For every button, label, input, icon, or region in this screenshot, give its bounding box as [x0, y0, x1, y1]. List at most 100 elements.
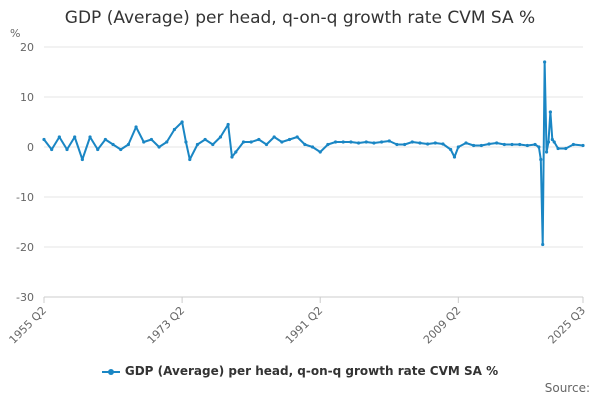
gridlines	[44, 46, 583, 298]
data-point[interactable]	[452, 155, 457, 159]
data-point[interactable]	[539, 157, 543, 162]
series-layer	[42, 60, 585, 247]
data-point[interactable]	[564, 146, 568, 151]
data-point[interactable]	[126, 142, 130, 147]
data-point[interactable]	[96, 147, 100, 152]
data-point[interactable]	[546, 140, 551, 144]
data-point[interactable]	[502, 142, 506, 147]
data-point[interactable]	[552, 140, 556, 144]
y-axis-unit-label: %	[10, 27, 20, 40]
legend[interactable]: GDP (Average) per head, q-on-q growth ra…	[0, 364, 600, 378]
data-point[interactable]	[249, 140, 253, 144]
data-point[interactable]	[280, 140, 284, 144]
x-tick-label: 1955 Q2	[7, 304, 50, 347]
data-point[interactable]	[287, 137, 292, 142]
data-point[interactable]	[556, 146, 560, 151]
y-tick-label: -30	[16, 291, 34, 304]
data-point[interactable]	[544, 150, 549, 154]
data-point[interactable]	[550, 137, 554, 142]
data-point[interactable]	[441, 142, 445, 146]
x-tick-label: 1991 Q2	[283, 304, 326, 347]
data-point[interactable]	[203, 137, 207, 142]
data-point[interactable]	[211, 142, 215, 147]
data-point[interactable]	[65, 147, 69, 152]
data-point[interactable]	[487, 142, 491, 146]
data-point[interactable]	[418, 141, 422, 145]
data-point[interactable]	[349, 140, 353, 144]
x-tick-label: 1973 Q2	[145, 304, 188, 347]
data-point[interactable]	[472, 143, 476, 148]
data-point[interactable]	[356, 141, 361, 145]
data-point[interactable]	[257, 137, 261, 142]
data-point[interactable]	[341, 140, 345, 144]
data-point[interactable]	[364, 140, 368, 144]
data-point[interactable]	[184, 140, 188, 144]
y-axis-ticks: 20 10 0 -10 -20 -30	[16, 41, 34, 304]
data-point[interactable]	[134, 125, 138, 129]
data-point[interactable]	[272, 135, 276, 139]
data-point[interactable]	[264, 142, 269, 147]
data-point[interactable]	[548, 110, 552, 114]
data-point[interactable]	[403, 142, 407, 147]
data-point[interactable]	[73, 135, 77, 139]
data-point[interactable]	[57, 135, 61, 139]
data-point[interactable]	[180, 120, 184, 124]
data-point[interactable]	[111, 142, 115, 147]
data-point[interactable]	[510, 142, 514, 147]
data-point[interactable]	[50, 147, 54, 152]
data-point[interactable]	[149, 137, 154, 142]
data-point[interactable]	[395, 142, 399, 147]
data-point[interactable]	[188, 157, 192, 162]
data-point[interactable]	[433, 141, 437, 145]
data-point[interactable]	[318, 150, 322, 154]
data-point[interactable]	[387, 139, 391, 143]
chart-title: GDP (Average) per head, q-on-q growth ra…	[64, 8, 536, 28]
data-point[interactable]	[449, 147, 453, 152]
data-point[interactable]	[103, 137, 107, 142]
legend-marker-icon	[101, 368, 120, 375]
y-tick-label: 0	[27, 141, 34, 154]
data-point[interactable]	[333, 140, 338, 144]
source-credit: Source:	[544, 381, 590, 395]
data-point[interactable]	[165, 140, 169, 144]
data-point[interactable]	[142, 140, 146, 144]
data-point[interactable]	[533, 142, 537, 147]
data-point[interactable]	[479, 143, 483, 148]
data-point[interactable]	[42, 137, 46, 142]
data-point[interactable]	[456, 145, 460, 149]
data-point[interactable]	[88, 135, 92, 139]
data-point[interactable]	[571, 142, 576, 147]
data-point[interactable]	[234, 150, 238, 154]
data-point[interactable]	[495, 141, 499, 145]
data-point[interactable]	[172, 127, 177, 132]
data-point[interactable]	[226, 122, 230, 127]
x-axis-ticks: 1955 Q2 1973 Q2 1991 Q2 2009 Q2 2025 Q3	[7, 296, 589, 347]
data-point[interactable]	[195, 142, 200, 147]
data-point[interactable]	[310, 145, 315, 149]
data-point[interactable]	[326, 142, 330, 147]
data-point[interactable]	[541, 242, 545, 247]
data-point[interactable]	[372, 141, 376, 145]
data-point[interactable]	[230, 155, 234, 159]
data-point[interactable]	[426, 142, 430, 146]
x-tick-label: 2009 Q2	[421, 304, 464, 347]
data-point[interactable]	[295, 135, 299, 139]
data-point[interactable]	[157, 145, 161, 149]
data-point[interactable]	[303, 142, 307, 147]
data-point[interactable]	[241, 140, 246, 144]
y-tick-label: -10	[16, 191, 34, 204]
data-point[interactable]	[379, 140, 384, 144]
y-tick-label: 20	[20, 41, 34, 54]
data-point[interactable]	[518, 142, 522, 147]
data-point[interactable]	[80, 157, 84, 162]
data-point[interactable]	[543, 60, 547, 64]
series-line	[43, 61, 584, 246]
data-point[interactable]	[525, 143, 529, 148]
data-point[interactable]	[119, 147, 123, 152]
data-point[interactable]	[218, 135, 223, 139]
data-point[interactable]	[581, 143, 585, 148]
data-point[interactable]	[410, 140, 414, 144]
x-tick-label: 2025 Q3	[546, 304, 589, 347]
data-point[interactable]	[537, 145, 541, 149]
data-point[interactable]	[464, 141, 468, 145]
